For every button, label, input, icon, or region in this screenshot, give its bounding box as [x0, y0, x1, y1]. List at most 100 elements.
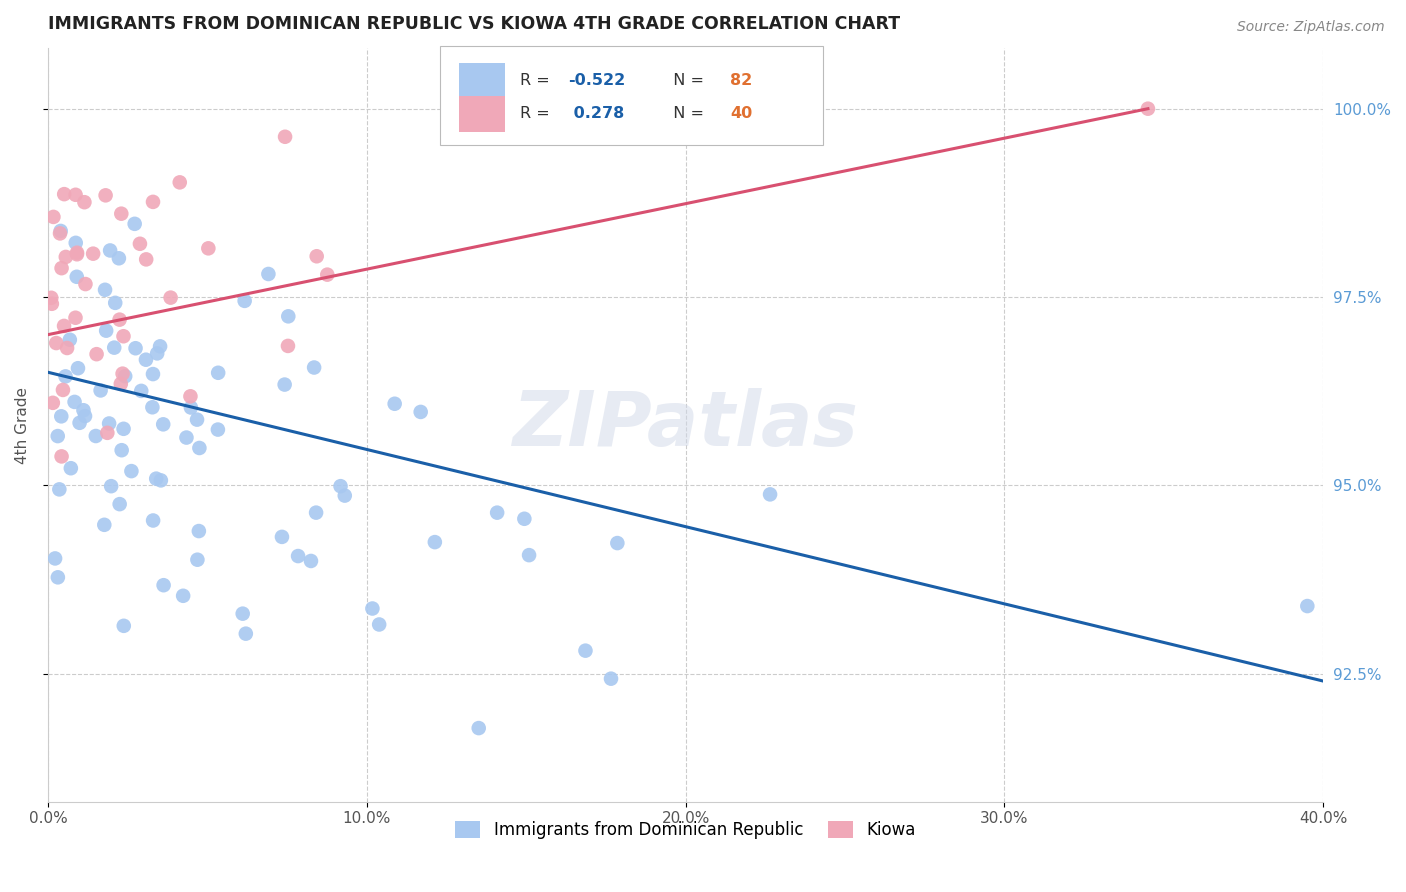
Point — [179, 389, 201, 403]
Point — [59, 461, 82, 475]
Point — [124, 341, 146, 355]
Point — [169, 175, 191, 189]
Point — [361, 601, 384, 615]
Point — [146, 346, 169, 360]
Point — [384, 397, 406, 411]
Point — [574, 643, 596, 657]
Point — [108, 252, 131, 266]
Point — [180, 401, 202, 415]
Point — [145, 472, 167, 486]
Point — [141, 401, 163, 415]
Point — [100, 479, 122, 493]
Point — [52, 383, 75, 397]
Point — [1136, 102, 1159, 116]
Point — [409, 405, 432, 419]
Point — [142, 514, 165, 528]
Point — [96, 425, 118, 440]
Point — [176, 431, 198, 445]
Point — [112, 422, 135, 436]
Point — [53, 318, 76, 333]
Text: 82: 82 — [730, 73, 752, 88]
Point — [273, 377, 295, 392]
Point — [329, 479, 352, 493]
Point — [48, 483, 70, 497]
Point — [110, 207, 132, 221]
Point — [111, 367, 134, 381]
Point — [197, 241, 219, 255]
Point — [66, 269, 89, 284]
Point — [759, 487, 782, 501]
Point — [271, 530, 294, 544]
Point — [129, 236, 152, 251]
Point — [63, 395, 86, 409]
Text: R =: R = — [520, 73, 555, 88]
Point — [600, 672, 623, 686]
Text: R =: R = — [520, 106, 555, 121]
Point — [233, 293, 256, 308]
Point — [186, 412, 208, 426]
Point — [42, 396, 65, 410]
Text: IMMIGRANTS FROM DOMINICAN REPUBLIC VS KIOWA 4TH GRADE CORRELATION CHART: IMMIGRANTS FROM DOMINICAN REPUBLIC VS KI… — [48, 15, 900, 33]
Point — [159, 291, 181, 305]
Text: Source: ZipAtlas.com: Source: ZipAtlas.com — [1237, 20, 1385, 34]
Point — [55, 250, 77, 264]
Point — [305, 506, 328, 520]
Point — [65, 235, 87, 250]
Point — [368, 617, 391, 632]
Text: ZIPatlas: ZIPatlas — [513, 388, 859, 462]
Point — [232, 607, 254, 621]
Text: -0.522: -0.522 — [568, 73, 626, 88]
Point — [513, 512, 536, 526]
Point — [114, 369, 136, 384]
Point — [142, 194, 165, 209]
Point — [207, 423, 229, 437]
Point — [257, 267, 280, 281]
Text: N =: N = — [662, 73, 709, 88]
Point — [69, 416, 91, 430]
Point — [46, 570, 69, 584]
Point — [152, 417, 174, 432]
Point — [59, 333, 82, 347]
Point — [172, 589, 194, 603]
Point — [75, 277, 97, 291]
Point — [65, 187, 87, 202]
Point — [423, 535, 446, 549]
Point — [49, 227, 72, 241]
Point — [135, 252, 157, 267]
Point — [111, 443, 134, 458]
Point — [90, 384, 112, 398]
Point — [517, 548, 540, 562]
Point — [152, 578, 174, 592]
Point — [112, 619, 135, 633]
Point — [149, 474, 172, 488]
Point — [94, 188, 117, 202]
Point — [302, 360, 325, 375]
Point — [39, 291, 62, 305]
Point — [49, 224, 72, 238]
Point — [84, 429, 107, 443]
Text: 0.278: 0.278 — [568, 106, 624, 121]
Point — [606, 536, 628, 550]
Point — [135, 352, 157, 367]
Point — [93, 517, 115, 532]
Point — [112, 329, 135, 343]
Point — [44, 551, 66, 566]
Y-axis label: 4th Grade: 4th Grade — [15, 386, 30, 464]
Point — [467, 721, 489, 735]
Point — [103, 341, 125, 355]
Point — [108, 497, 131, 511]
Point — [149, 339, 172, 353]
Point — [66, 245, 89, 260]
Point — [187, 524, 209, 538]
Point — [46, 429, 69, 443]
Point — [73, 409, 96, 423]
Point — [45, 336, 67, 351]
Point — [207, 366, 229, 380]
Point — [51, 261, 73, 276]
Point — [333, 489, 356, 503]
FancyBboxPatch shape — [440, 46, 824, 145]
FancyBboxPatch shape — [458, 62, 505, 99]
Text: 40: 40 — [730, 106, 752, 121]
Point — [235, 626, 257, 640]
Text: N =: N = — [662, 106, 709, 121]
